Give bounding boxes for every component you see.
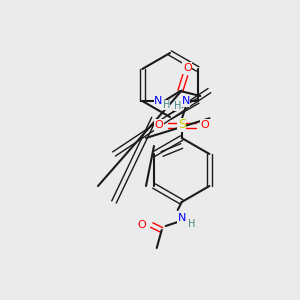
Text: O: O bbox=[137, 220, 146, 230]
Text: O: O bbox=[154, 120, 163, 130]
Text: N: N bbox=[182, 96, 190, 106]
Text: H: H bbox=[174, 101, 182, 111]
Text: H: H bbox=[188, 219, 195, 229]
Text: N: N bbox=[178, 213, 186, 223]
Text: S: S bbox=[178, 118, 186, 131]
Text: O: O bbox=[183, 63, 192, 73]
Text: O: O bbox=[200, 120, 209, 130]
Text: H: H bbox=[163, 100, 170, 110]
Text: N: N bbox=[154, 96, 163, 106]
